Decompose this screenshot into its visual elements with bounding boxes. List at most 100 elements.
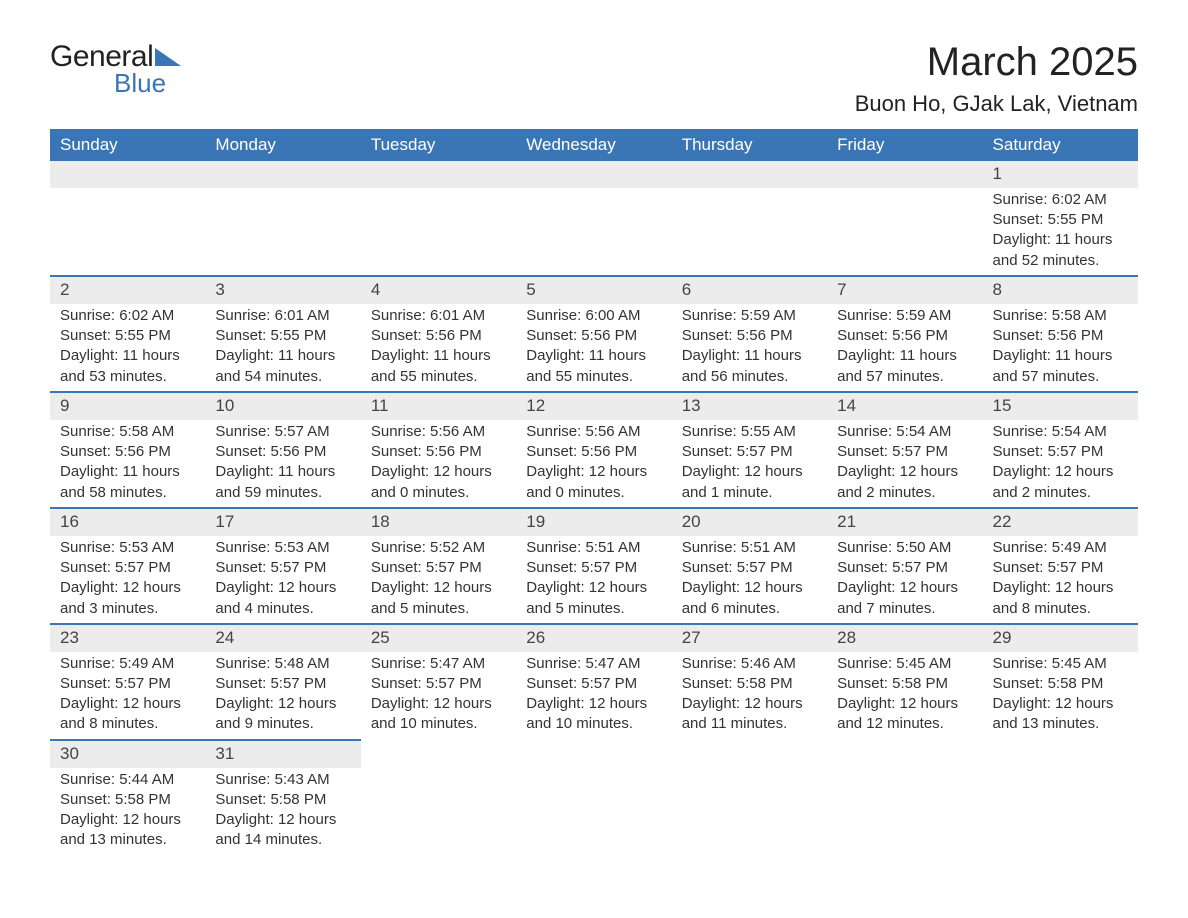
- day-number: 19: [516, 509, 671, 536]
- sunrise-text: Sunrise: 5:50 AM: [837, 538, 972, 558]
- day-details: Sunrise: 6:02 AMSunset: 5:55 PMDaylight:…: [983, 188, 1138, 275]
- calendar-day-cell: 17Sunrise: 5:53 AMSunset: 5:57 PMDayligh…: [205, 508, 360, 624]
- sunrise-text: Sunrise: 5:43 AM: [215, 770, 350, 790]
- sunrise-text: Sunrise: 5:53 AM: [215, 538, 350, 558]
- calendar-week-row: 2Sunrise: 6:02 AMSunset: 5:55 PMDaylight…: [50, 276, 1138, 392]
- weekday-header: Sunday: [50, 129, 205, 161]
- sunrise-text: Sunrise: 5:59 AM: [837, 306, 972, 326]
- calendar-day-cell: [672, 740, 827, 855]
- sunset-text: Sunset: 5:58 PM: [215, 790, 350, 810]
- day-details: Sunrise: 5:48 AMSunset: 5:57 PMDaylight:…: [205, 652, 360, 739]
- day-details: Sunrise: 5:57 AMSunset: 5:56 PMDaylight:…: [205, 420, 360, 507]
- calendar-day-cell: 2Sunrise: 6:02 AMSunset: 5:55 PMDaylight…: [50, 276, 205, 392]
- calendar-day-cell: 15Sunrise: 5:54 AMSunset: 5:57 PMDayligh…: [983, 392, 1138, 508]
- calendar-day-cell: [361, 740, 516, 855]
- daylight-text: Daylight: 12 hours and 14 minutes.: [215, 810, 350, 851]
- day-details: Sunrise: 6:01 AMSunset: 5:55 PMDaylight:…: [205, 304, 360, 391]
- daylight-text: Daylight: 11 hours and 53 minutes.: [60, 346, 195, 387]
- calendar-body: 1Sunrise: 6:02 AMSunset: 5:55 PMDaylight…: [50, 161, 1138, 855]
- day-details: Sunrise: 5:59 AMSunset: 5:56 PMDaylight:…: [672, 304, 827, 391]
- day-details: Sunrise: 5:51 AMSunset: 5:57 PMDaylight:…: [672, 536, 827, 623]
- sunrise-text: Sunrise: 5:54 AM: [993, 422, 1128, 442]
- empty-day: [827, 188, 982, 275]
- daylight-text: Daylight: 12 hours and 8 minutes.: [60, 694, 195, 735]
- calendar-day-cell: 13Sunrise: 5:55 AMSunset: 5:57 PMDayligh…: [672, 392, 827, 508]
- daylight-text: Daylight: 11 hours and 54 minutes.: [215, 346, 350, 387]
- day-number: 6: [672, 277, 827, 304]
- sunrise-text: Sunrise: 6:02 AM: [993, 190, 1128, 210]
- daylight-text: Daylight: 11 hours and 55 minutes.: [526, 346, 661, 387]
- sunrise-text: Sunrise: 6:02 AM: [60, 306, 195, 326]
- sunrise-text: Sunrise: 5:46 AM: [682, 654, 817, 674]
- sunset-text: Sunset: 5:57 PM: [215, 558, 350, 578]
- day-number: 10: [205, 393, 360, 420]
- sunset-text: Sunset: 5:56 PM: [993, 326, 1128, 346]
- sunset-text: Sunset: 5:58 PM: [682, 674, 817, 694]
- daylight-text: Daylight: 12 hours and 11 minutes.: [682, 694, 817, 735]
- daylight-text: Daylight: 12 hours and 0 minutes.: [371, 462, 506, 503]
- calendar-week-row: 30Sunrise: 5:44 AMSunset: 5:58 PMDayligh…: [50, 740, 1138, 855]
- logo-text-blue: Blue: [114, 68, 166, 99]
- day-number: 29: [983, 625, 1138, 652]
- sunrise-text: Sunrise: 5:53 AM: [60, 538, 195, 558]
- day-number: 13: [672, 393, 827, 420]
- sunset-text: Sunset: 5:55 PM: [993, 210, 1128, 230]
- sunrise-text: Sunrise: 5:45 AM: [837, 654, 972, 674]
- calendar-day-cell: 7Sunrise: 5:59 AMSunset: 5:56 PMDaylight…: [827, 276, 982, 392]
- day-details: Sunrise: 5:52 AMSunset: 5:57 PMDaylight:…: [361, 536, 516, 623]
- daylight-text: Daylight: 12 hours and 0 minutes.: [526, 462, 661, 503]
- sunset-text: Sunset: 5:55 PM: [215, 326, 350, 346]
- daylight-text: Daylight: 11 hours and 56 minutes.: [682, 346, 817, 387]
- day-number: 2: [50, 277, 205, 304]
- day-number: 23: [50, 625, 205, 652]
- sunrise-text: Sunrise: 5:49 AM: [993, 538, 1128, 558]
- day-number: 4: [361, 277, 516, 304]
- day-number: 14: [827, 393, 982, 420]
- sunset-text: Sunset: 5:56 PM: [837, 326, 972, 346]
- calendar-day-cell: 24Sunrise: 5:48 AMSunset: 5:57 PMDayligh…: [205, 624, 360, 740]
- calendar-week-row: 9Sunrise: 5:58 AMSunset: 5:56 PMDaylight…: [50, 392, 1138, 508]
- daylight-text: Daylight: 12 hours and 4 minutes.: [215, 578, 350, 619]
- sunrise-text: Sunrise: 5:44 AM: [60, 770, 195, 790]
- sunrise-text: Sunrise: 5:51 AM: [526, 538, 661, 558]
- day-number: 15: [983, 393, 1138, 420]
- sunrise-text: Sunrise: 5:47 AM: [371, 654, 506, 674]
- calendar-day-cell: 25Sunrise: 5:47 AMSunset: 5:57 PMDayligh…: [361, 624, 516, 740]
- calendar-week-row: 23Sunrise: 5:49 AMSunset: 5:57 PMDayligh…: [50, 624, 1138, 740]
- calendar-day-cell: 10Sunrise: 5:57 AMSunset: 5:56 PMDayligh…: [205, 392, 360, 508]
- calendar-day-cell: [827, 740, 982, 855]
- calendar-day-cell: 18Sunrise: 5:52 AMSunset: 5:57 PMDayligh…: [361, 508, 516, 624]
- calendar-week-row: 16Sunrise: 5:53 AMSunset: 5:57 PMDayligh…: [50, 508, 1138, 624]
- daylight-text: Daylight: 11 hours and 52 minutes.: [993, 230, 1128, 271]
- sunset-text: Sunset: 5:57 PM: [993, 442, 1128, 462]
- weekday-header: Thursday: [672, 129, 827, 161]
- day-details: Sunrise: 5:53 AMSunset: 5:57 PMDaylight:…: [205, 536, 360, 623]
- calendar-day-cell: 5Sunrise: 6:00 AMSunset: 5:56 PMDaylight…: [516, 276, 671, 392]
- sunset-text: Sunset: 5:56 PM: [371, 442, 506, 462]
- day-number: 31: [205, 741, 360, 768]
- weekday-header-row: Sunday Monday Tuesday Wednesday Thursday…: [50, 129, 1138, 161]
- daylight-text: Daylight: 12 hours and 2 minutes.: [993, 462, 1128, 503]
- sunset-text: Sunset: 5:58 PM: [60, 790, 195, 810]
- day-details: Sunrise: 5:45 AMSunset: 5:58 PMDaylight:…: [827, 652, 982, 739]
- sunrise-text: Sunrise: 5:47 AM: [526, 654, 661, 674]
- calendar-day-cell: 11Sunrise: 5:56 AMSunset: 5:56 PMDayligh…: [361, 392, 516, 508]
- sunrise-text: Sunrise: 6:01 AM: [215, 306, 350, 326]
- day-details: Sunrise: 5:54 AMSunset: 5:57 PMDaylight:…: [983, 420, 1138, 507]
- sunset-text: Sunset: 5:57 PM: [837, 558, 972, 578]
- daylight-text: Daylight: 12 hours and 7 minutes.: [837, 578, 972, 619]
- day-details: Sunrise: 5:47 AMSunset: 5:57 PMDaylight:…: [516, 652, 671, 739]
- day-number: 25: [361, 625, 516, 652]
- daylight-text: Daylight: 11 hours and 59 minutes.: [215, 462, 350, 503]
- calendar-day-cell: 31Sunrise: 5:43 AMSunset: 5:58 PMDayligh…: [205, 740, 360, 855]
- sunset-text: Sunset: 5:58 PM: [993, 674, 1128, 694]
- sunset-text: Sunset: 5:56 PM: [526, 442, 661, 462]
- sunrise-text: Sunrise: 5:56 AM: [526, 422, 661, 442]
- sunset-text: Sunset: 5:57 PM: [526, 674, 661, 694]
- logo-triangle-icon: [155, 48, 181, 66]
- sunset-text: Sunset: 5:57 PM: [993, 558, 1128, 578]
- weekday-header: Tuesday: [361, 129, 516, 161]
- daylight-text: Daylight: 12 hours and 1 minute.: [682, 462, 817, 503]
- day-details: Sunrise: 5:47 AMSunset: 5:57 PMDaylight:…: [361, 652, 516, 739]
- sunset-text: Sunset: 5:56 PM: [682, 326, 817, 346]
